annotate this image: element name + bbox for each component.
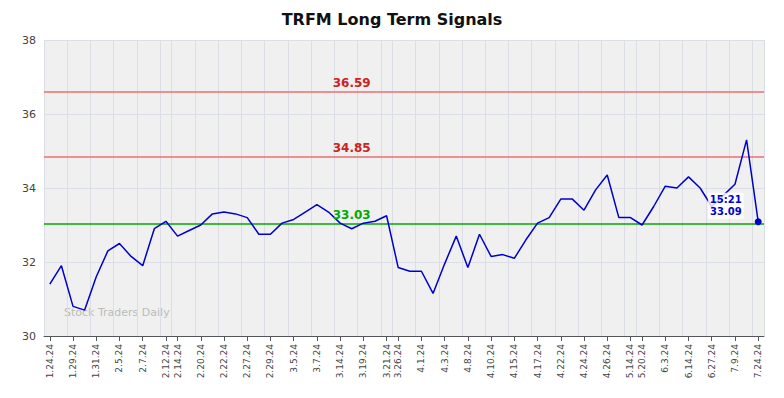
svg-text:1.24.24: 1.24.24 (45, 344, 55, 379)
svg-text:2.7.24: 2.7.24 (138, 344, 148, 373)
svg-text:2.5.24: 2.5.24 (114, 344, 124, 373)
svg-text:4.26.24: 4.26.24 (602, 344, 612, 379)
svg-text:30: 30 (22, 330, 36, 343)
svg-text:1.29.24: 1.29.24 (68, 344, 78, 379)
svg-text:2.20.24: 2.20.24 (196, 344, 206, 379)
svg-text:4.8.24: 4.8.24 (463, 344, 473, 373)
svg-text:2.12.24: 2.12.24 (161, 344, 171, 379)
svg-text:33.03: 33.03 (333, 208, 371, 222)
svg-text:3.7.24: 3.7.24 (312, 344, 322, 373)
svg-text:TRFM Long Term Signals: TRFM Long Term Signals (282, 10, 503, 29)
svg-text:1.31.24: 1.31.24 (91, 344, 101, 379)
svg-text:2.14.24: 2.14.24 (173, 344, 183, 379)
svg-text:3.26.24: 3.26.24 (393, 344, 403, 379)
svg-text:4.22.24: 4.22.24 (556, 344, 566, 379)
svg-text:2.27.24: 2.27.24 (242, 344, 252, 379)
svg-text:4.17.24: 4.17.24 (533, 344, 543, 379)
svg-text:6.3.24: 6.3.24 (660, 344, 670, 373)
svg-text:38: 38 (22, 34, 36, 47)
svg-text:36.59: 36.59 (333, 76, 371, 90)
svg-text:Stock Traders Daily: Stock Traders Daily (64, 306, 170, 319)
svg-text:4.15.24: 4.15.24 (509, 344, 519, 379)
svg-text:3.19.24: 3.19.24 (358, 344, 368, 379)
svg-text:5.20.24: 5.20.24 (637, 344, 647, 379)
svg-text:3.21.24: 3.21.24 (382, 344, 392, 379)
svg-text:3.14.24: 3.14.24 (335, 344, 345, 379)
svg-text:4.1.24: 4.1.24 (416, 344, 426, 373)
svg-text:36: 36 (22, 108, 36, 121)
svg-text:4.3.24: 4.3.24 (440, 344, 450, 373)
svg-text:6.14.24: 6.14.24 (684, 344, 694, 379)
svg-text:4.24.24: 4.24.24 (579, 344, 589, 379)
svg-text:32: 32 (22, 256, 36, 269)
svg-text:2.29.24: 2.29.24 (265, 344, 275, 379)
svg-text:33.09: 33.09 (710, 206, 742, 217)
svg-text:7.24.24: 7.24.24 (753, 344, 763, 379)
svg-text:6.27.24: 6.27.24 (707, 344, 717, 379)
svg-text:15:21: 15:21 (710, 194, 742, 205)
svg-text:4.10.24: 4.10.24 (486, 344, 496, 379)
svg-text:3.5.24: 3.5.24 (289, 344, 299, 373)
svg-text:2.22.24: 2.22.24 (219, 344, 229, 379)
svg-text:5.14.24: 5.14.24 (625, 344, 635, 379)
svg-text:34.85: 34.85 (333, 141, 371, 155)
svg-text:34: 34 (22, 182, 36, 195)
svg-text:7.9.24: 7.9.24 (730, 344, 740, 373)
